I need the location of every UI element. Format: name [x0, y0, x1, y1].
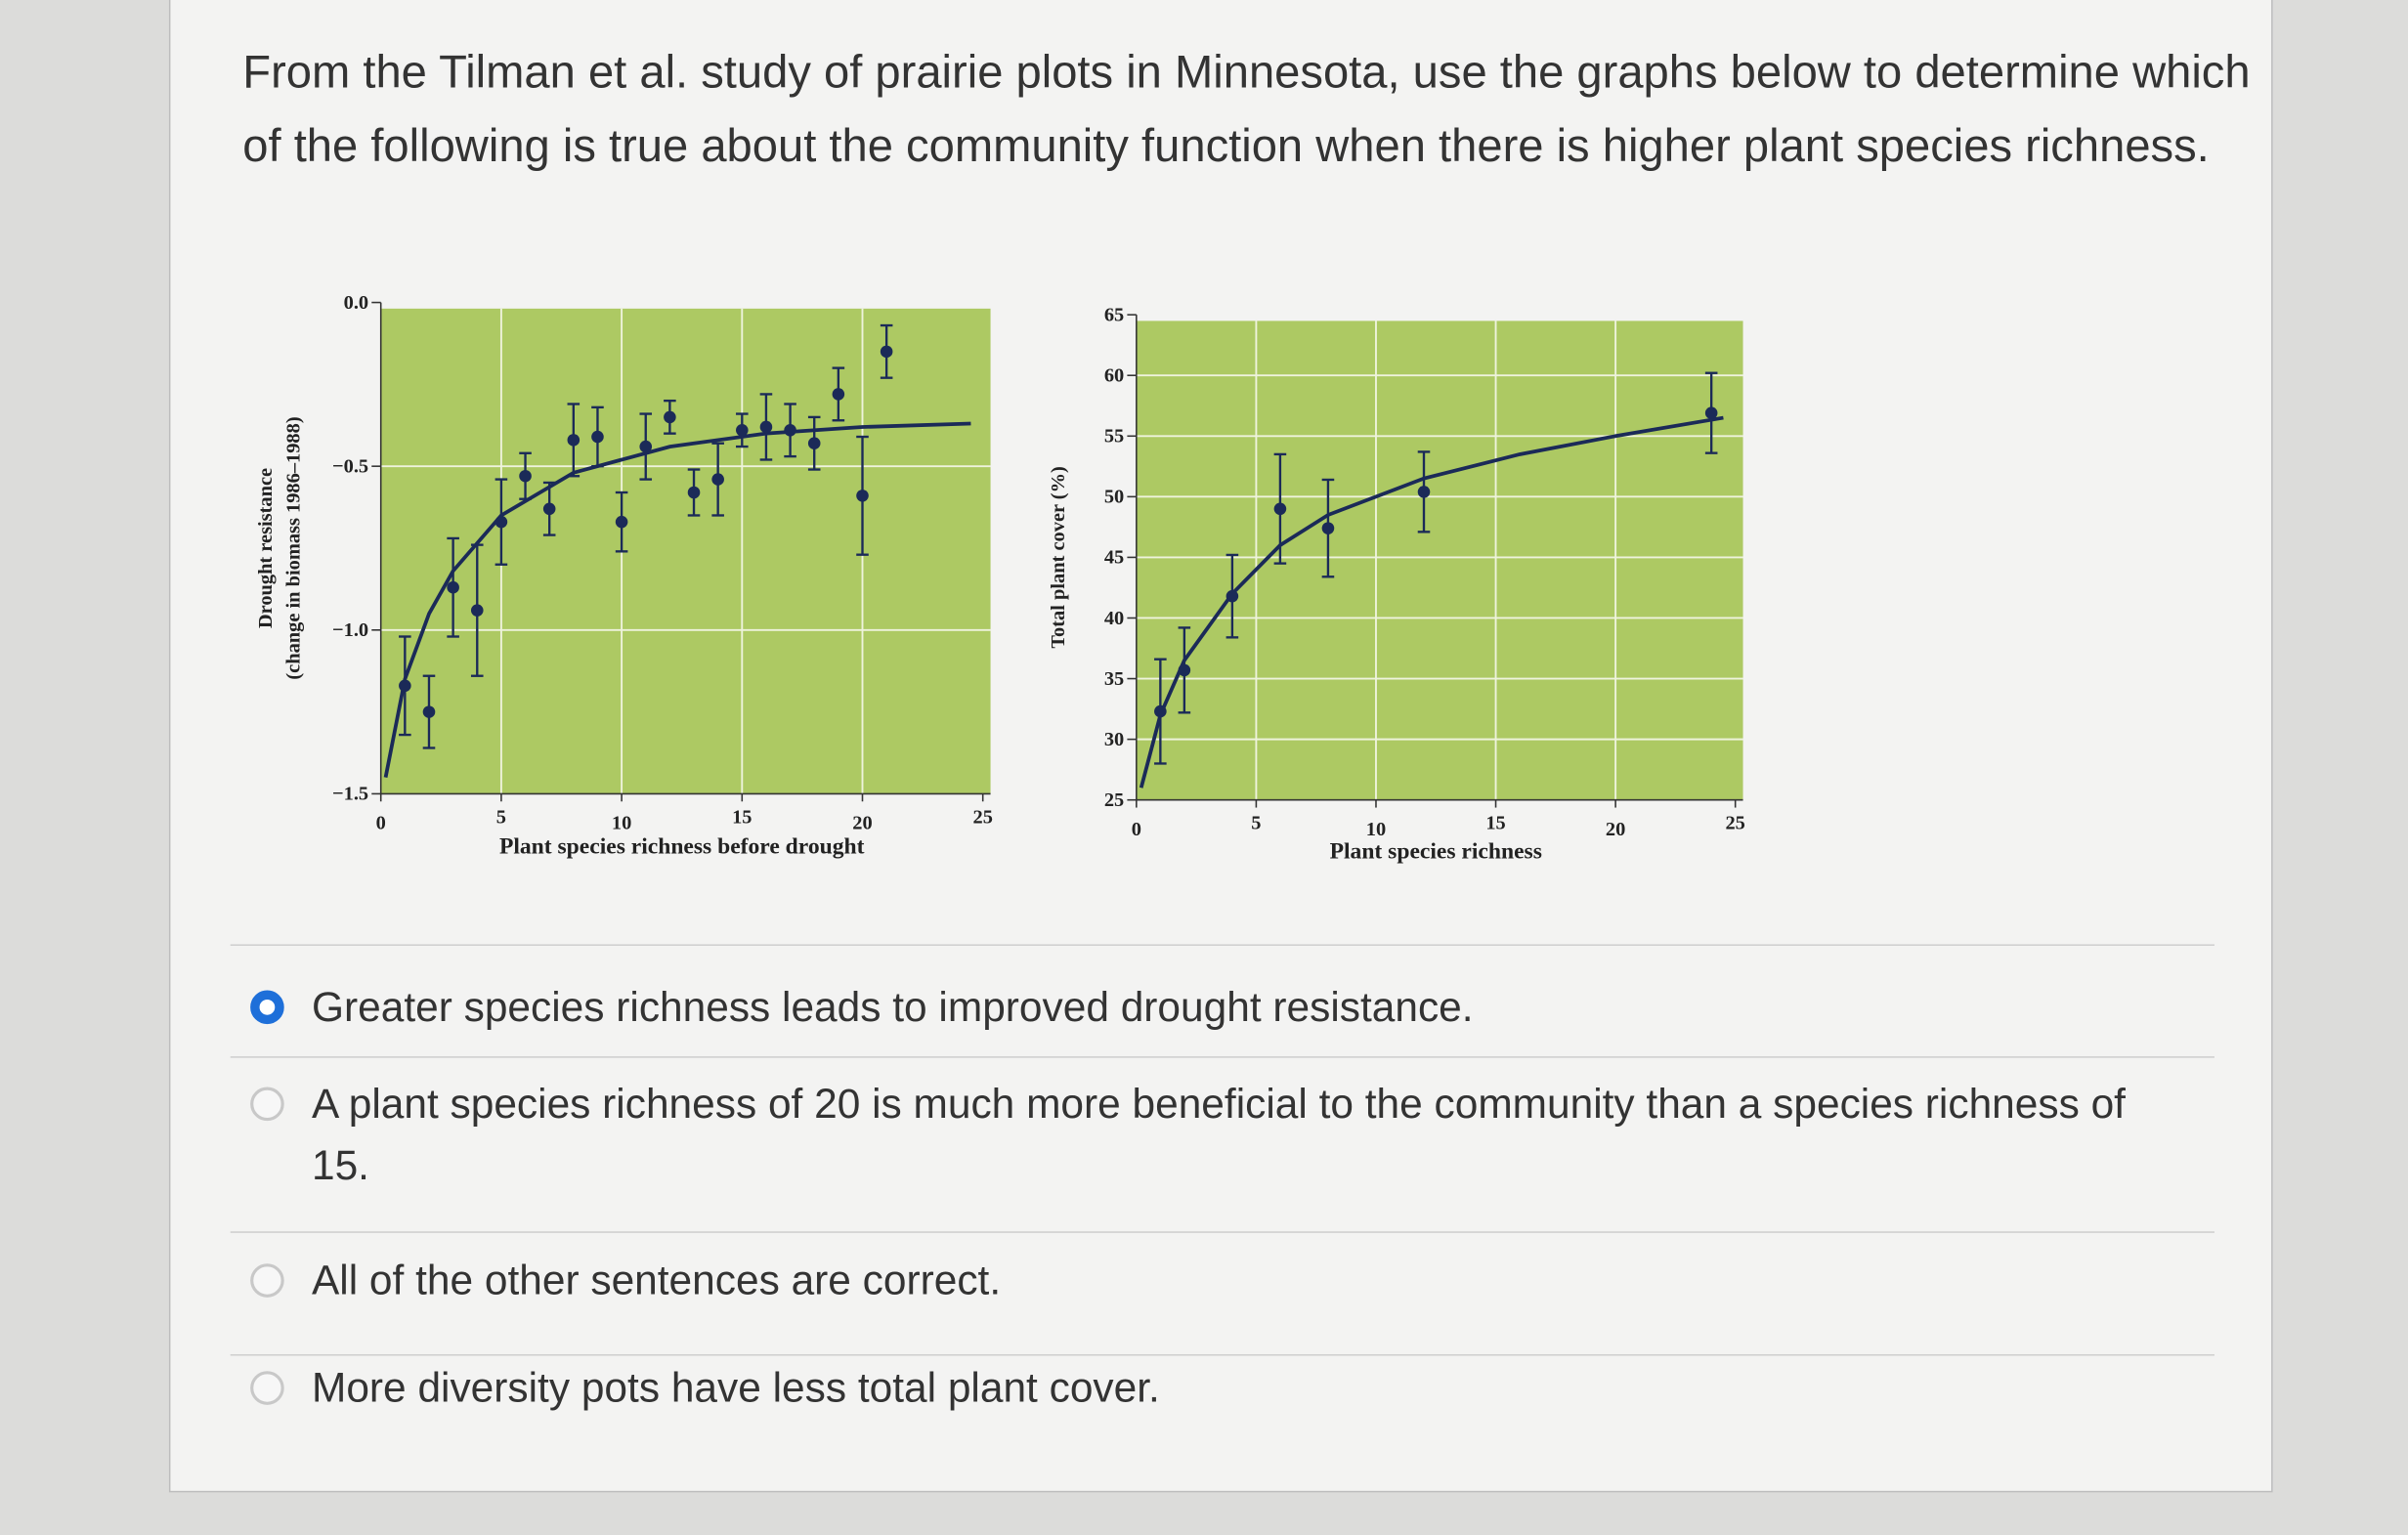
y-tick-label: −1.0: [332, 619, 368, 641]
data-point: [1273, 502, 1287, 516]
data-point: [399, 679, 411, 693]
x-tick-label: 5: [496, 806, 506, 828]
radio-button[interactable]: [250, 990, 284, 1025]
y-tick-label: −0.5: [332, 455, 368, 477]
option-text[interactable]: A plant species richness of 20 is much m…: [311, 1081, 2126, 1189]
divider: [230, 944, 2214, 946]
data-point: [470, 604, 484, 617]
y-axis-label: (change in biomass 1986–1988): [282, 416, 304, 679]
data-point: [1154, 704, 1167, 718]
data-point: [711, 473, 724, 486]
data-point: [1704, 406, 1718, 419]
y-axis-label: Total plant cover (%): [1048, 466, 1069, 649]
data-point: [542, 502, 556, 516]
question: From the Tilman et al. study of prairie …: [242, 47, 2251, 172]
y-tick-label: 65: [1104, 304, 1124, 325]
x-axis-label: Plant species richness before drought: [499, 834, 865, 860]
data-point: [664, 410, 676, 424]
y-tick-label: 25: [1104, 789, 1124, 811]
y-tick-label: 35: [1104, 668, 1124, 690]
data-point: [1226, 589, 1239, 603]
y-tick-label: 50: [1104, 487, 1124, 508]
data-point: [1321, 522, 1335, 534]
x-tick-label: 20: [852, 813, 872, 834]
data-point: [807, 437, 821, 450]
y-tick-label: 40: [1104, 608, 1124, 629]
data-point: [591, 430, 604, 444]
radio-button[interactable]: [250, 1263, 284, 1298]
x-tick-label: 20: [1606, 819, 1625, 840]
option-text[interactable]: More diversity pots have less total plan…: [311, 1364, 1160, 1412]
data-point: [832, 388, 845, 401]
x-tick-label: 10: [1366, 819, 1386, 840]
y-axis-label: Drought resistance: [255, 468, 277, 628]
divider: [230, 1056, 2214, 1058]
data-point: [856, 490, 869, 502]
plot-area: [380, 308, 991, 794]
plot-area: [1136, 320, 1743, 800]
data-point: [784, 424, 796, 437]
radio-button[interactable]: [250, 1371, 284, 1405]
data-point: [519, 469, 532, 483]
data-point: [759, 420, 773, 434]
option-text[interactable]: Greater species richness leads to improv…: [311, 984, 1474, 1031]
data-point: [639, 440, 653, 453]
data-point: [447, 580, 459, 594]
data-point: [1178, 663, 1191, 677]
divider: [230, 1353, 2214, 1356]
data-point: [1417, 486, 1431, 498]
data-point: [494, 515, 508, 529]
x-tick-label: 0: [1132, 819, 1141, 840]
x-tick-label: 15: [1485, 813, 1505, 834]
x-tick-label: 25: [972, 806, 992, 828]
x-tick-label: 10: [612, 813, 631, 834]
x-tick-label: 5: [1251, 813, 1261, 834]
y-tick-label: 30: [1104, 729, 1124, 750]
data-point: [615, 515, 628, 529]
y-tick-label: 55: [1104, 426, 1124, 448]
x-tick-label: 25: [1725, 813, 1744, 834]
x-tick-label: 0: [376, 813, 386, 834]
y-tick-label: 60: [1104, 364, 1124, 386]
x-tick-label: 15: [732, 806, 752, 828]
y-tick-label: 45: [1104, 547, 1124, 569]
divider: [230, 1231, 2214, 1233]
x-axis-label: Plant species richness: [1330, 838, 1542, 864]
radio-button[interactable]: [250, 1087, 284, 1122]
data-point: [880, 345, 893, 359]
option-text[interactable]: All of the other sentences are correct.: [311, 1257, 1002, 1304]
data-point: [422, 705, 436, 718]
fit-curve: [1139, 415, 1724, 789]
y-tick-label: −1.5: [332, 784, 368, 805]
data-point: [567, 434, 580, 447]
y-tick-label: 0.0: [344, 292, 369, 314]
data-point: [687, 486, 701, 499]
data-point: [736, 424, 749, 437]
